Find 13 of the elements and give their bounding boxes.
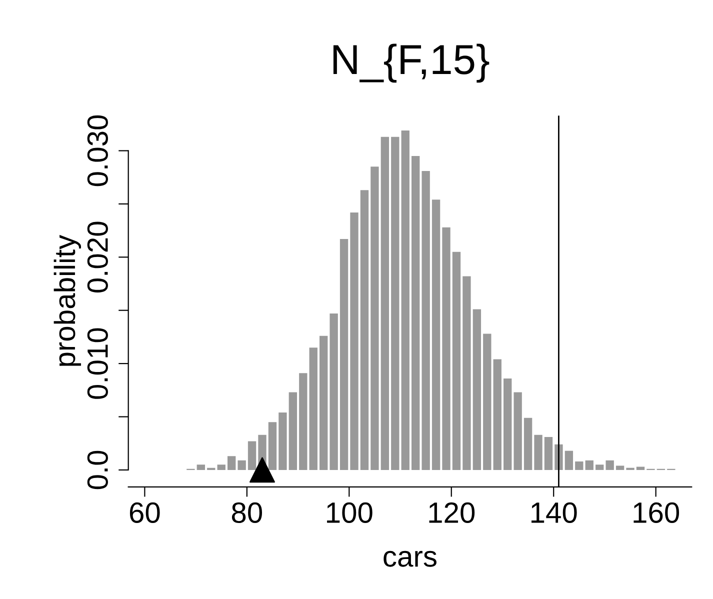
x-tick-label: 80 [232,502,262,523]
y-tick-label: 0.0 [87,450,108,490]
x-tick-label: 160 [634,502,680,523]
x-tick-label: 60 [130,502,160,523]
y-tick-label: 0.010 [87,328,108,399]
y-tick-label: 0.020 [87,222,108,292]
y-axis-title: probability [54,234,82,366]
x-tick-label: 120 [429,502,475,523]
x-axis-title: cars [384,550,436,567]
x-tick-label: 140 [532,502,577,523]
y-tick-label: 0.030 [87,115,108,186]
x-tick-label: 100 [327,502,372,523]
chart-title: N_{F,15} [333,44,490,83]
